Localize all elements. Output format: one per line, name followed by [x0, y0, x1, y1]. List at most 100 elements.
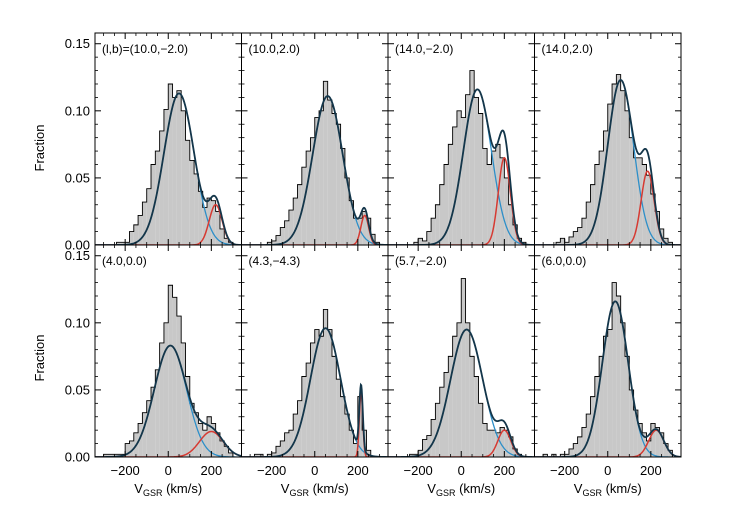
histogram-bar: [624, 356, 630, 457]
histogram-bar: [168, 285, 173, 457]
panel-3: (14.0,−2.0): [387, 32, 535, 246]
histogram-bar: [120, 242, 126, 245]
histogram-bar: [293, 198, 298, 245]
fit-total-curve: [388, 88, 535, 245]
histogram-bar: [461, 117, 466, 245]
histogram-bar: [172, 297, 177, 457]
histogram-bar: [228, 242, 233, 245]
histogram-bar: [310, 342, 315, 457]
histogram-bar: [461, 278, 466, 457]
histogram-bar: [357, 396, 363, 457]
histogram-bar: [444, 372, 449, 457]
histogram-bar: [478, 113, 483, 245]
histogram-bar: [142, 202, 147, 245]
histogram-bar: [340, 148, 345, 245]
histogram-bar: [422, 240, 427, 245]
plot-area: [241, 308, 388, 457]
histogram-bar: [349, 200, 354, 245]
plot-area: [534, 74, 681, 245]
histogram-bar: [133, 224, 139, 245]
x-tick-label: 200: [200, 463, 222, 478]
histogram-bar: [331, 356, 337, 457]
histogram-bar: [633, 410, 638, 457]
histogram-bar: [444, 164, 449, 245]
plot-area: [534, 282, 681, 457]
histogram-bar: [418, 450, 423, 457]
y-tick-label: 0.10: [65, 103, 90, 118]
plot-area: [388, 278, 535, 457]
panel-label: (5.7,−2.0): [395, 254, 447, 268]
panel-label: (10.0,2.0): [249, 42, 300, 56]
panel-label: (14.0,−2.0): [395, 42, 453, 56]
histogram-bar: [508, 436, 513, 457]
x-axis-label-subscript: GSR: [289, 488, 309, 498]
histogram-bar: [599, 151, 604, 245]
histogram-bar: [331, 113, 337, 245]
histogram-bar: [500, 157, 505, 245]
panel-label: (l,b)=(10.0,−2.0): [102, 42, 188, 56]
panel-label: (4.3,−4.3): [249, 254, 301, 268]
histogram-bar: [633, 157, 638, 245]
histogram-bar: [267, 242, 272, 245]
histogram-bar: [560, 454, 565, 457]
x-axis-label-subscript: GSR: [143, 488, 163, 498]
histogram-bar: [431, 419, 436, 457]
histogram-bar: [151, 387, 156, 457]
panels-group: 0.00 0.05 0.10 0.15 (l,b)=(10.0,−2.0) (10.0,2…: [65, 32, 682, 498]
histogram-bar: [327, 329, 332, 457]
histogram-bar: [215, 211, 220, 245]
histogram-bar: [168, 83, 173, 245]
histogram-bar: [642, 164, 647, 245]
histogram-bar: [448, 356, 453, 457]
histogram-bar: [362, 211, 367, 245]
panel-7: −200 0 200 VGSR (km/s) (5.7,−2.0): [387, 244, 535, 498]
histogram-bar: [129, 231, 134, 245]
histogram-bar: [612, 282, 617, 457]
y-tick-label: 0.15: [65, 248, 90, 263]
histogram-bar: [340, 396, 345, 457]
histogram-bar: [159, 342, 164, 457]
histogram-bar: [560, 238, 565, 245]
histogram-bar: [637, 157, 643, 245]
histogram-bar: [280, 227, 285, 245]
x-tick-label: 0: [165, 463, 172, 478]
y-tick-label: 0.05: [65, 170, 90, 185]
fit-total-curve: [95, 344, 242, 457]
x-axis-label-subscript: GSR: [582, 488, 602, 498]
plot-area: [241, 80, 388, 245]
histogram-bar: [504, 177, 509, 245]
histogram-bar: [349, 430, 354, 457]
histogram-bar: [301, 167, 307, 245]
histogram-bar: [284, 220, 289, 245]
x-axis-label-unit: (km/s): [602, 481, 642, 496]
histogram-bar: [202, 207, 208, 245]
histogram-bar: [508, 204, 513, 245]
histogram-bar: [668, 242, 673, 245]
histogram-bar: [327, 100, 332, 245]
histogram-bar: [228, 452, 233, 457]
histogram-bar: [655, 427, 660, 457]
histogram-bar: [474, 376, 479, 457]
histogram-bar: [594, 376, 600, 457]
histogram-bar: [435, 204, 440, 245]
histogram-bar: [129, 440, 134, 457]
x-axis-label-unit: (km/s): [162, 481, 202, 496]
histogram-bar: [586, 202, 591, 245]
plot-area: [95, 83, 242, 245]
x-axis-label-main: V: [574, 481, 583, 496]
x-axis-label-subscript: GSR: [436, 488, 456, 498]
histogram-bar: [590, 184, 595, 245]
histogram-bar: [306, 151, 311, 245]
histogram-bar: [564, 242, 569, 245]
histogram-bar: [319, 110, 324, 245]
histogram-bar: [422, 439, 427, 457]
histogram-bar: [254, 454, 259, 457]
histogram-bar: [491, 430, 496, 457]
histogram-bar: [366, 450, 371, 457]
histogram-bar: [151, 164, 156, 245]
histogram-bar: [116, 242, 121, 245]
histogram-bar: [271, 240, 276, 245]
x-tick-label: −200: [404, 463, 433, 478]
histogram-bar: [125, 443, 130, 457]
histogram-bar: [469, 70, 475, 245]
